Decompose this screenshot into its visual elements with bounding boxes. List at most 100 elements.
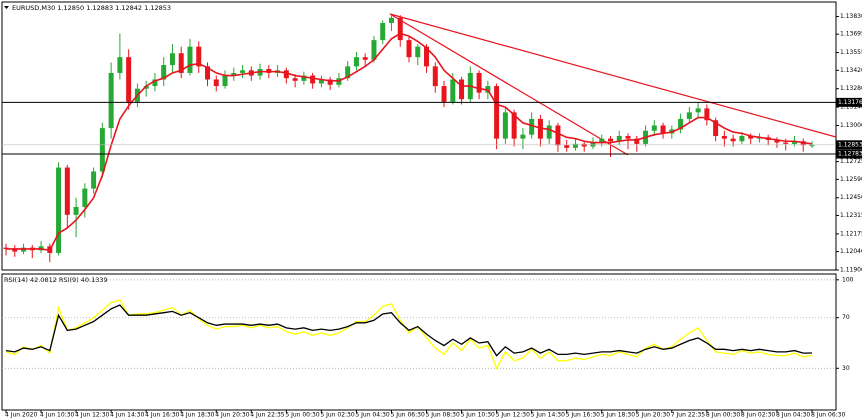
candle-body bbox=[564, 145, 570, 148]
candle-body bbox=[353, 57, 359, 67]
y-tick-label: 1.11900 bbox=[840, 267, 862, 274]
candle-body bbox=[572, 143, 578, 148]
candle-body bbox=[704, 108, 710, 121]
menu-icon bbox=[4, 6, 9, 9]
candle-body bbox=[581, 143, 587, 147]
candle-body bbox=[301, 75, 307, 81]
y-tick-label: 1.13280 bbox=[840, 85, 862, 92]
candle-body bbox=[310, 75, 316, 84]
rsi-line bbox=[5, 304, 813, 357]
candle-body bbox=[555, 125, 561, 146]
x-tick-label: 8 Jun 02:30 bbox=[741, 412, 775, 419]
candle-body bbox=[178, 53, 184, 73]
candle-body bbox=[651, 125, 657, 131]
price-label: 1.13176 bbox=[838, 99, 862, 106]
x-tick-label: 8 Jun 00:30 bbox=[706, 412, 740, 419]
x-tick-label: 5 Jun 02:30 bbox=[320, 412, 354, 419]
candle-body bbox=[126, 57, 132, 102]
candle-body bbox=[546, 125, 552, 139]
moving-average bbox=[6, 32, 813, 252]
price-label-box bbox=[836, 149, 862, 159]
x-tick-label: 4 Jun 20:30 bbox=[215, 412, 249, 419]
candle-body bbox=[161, 65, 167, 80]
x-tick-label: 5 Jun 08:30 bbox=[426, 412, 460, 419]
trendline bbox=[389, 13, 837, 138]
price-panel bbox=[1, 1, 837, 271]
y-tick-label: 30 bbox=[842, 365, 850, 372]
y-tick-label: 1.12450 bbox=[840, 194, 862, 201]
candle-body bbox=[99, 128, 105, 172]
x-tick-label: 4 Jun 16:30 bbox=[145, 412, 179, 419]
y-tick-label: 70 bbox=[842, 314, 850, 321]
candle-body bbox=[415, 46, 421, 58]
candle-body bbox=[371, 40, 377, 60]
y-tick-label: 1.13830 bbox=[840, 13, 862, 20]
x-tick-label: 5 Jun 16:30 bbox=[566, 412, 600, 419]
candle-body bbox=[730, 138, 736, 142]
candle-body bbox=[599, 138, 605, 143]
x-tick-label: 4 Jun 10:30 bbox=[40, 412, 74, 419]
x-tick-label: 8 Jun 06:30 bbox=[811, 412, 845, 419]
x-tick-label: 5 Jun 12:30 bbox=[496, 412, 530, 419]
candle-body bbox=[108, 72, 114, 129]
candle-body bbox=[809, 145, 815, 147]
y-tick-label: 1.13695 bbox=[840, 31, 862, 38]
x-tick-label: 4 Jun 18:30 bbox=[180, 412, 214, 419]
candle-body bbox=[608, 138, 613, 142]
candle-body bbox=[82, 188, 88, 207]
candle-body bbox=[424, 46, 430, 67]
x-tick-label: 4 Jun 14:30 bbox=[110, 412, 144, 419]
trendlines bbox=[389, 13, 837, 156]
y-tick-label: 1.12725 bbox=[840, 158, 862, 165]
x-tick-label: 7 Jun 22:35 bbox=[671, 412, 705, 419]
y-tick-label: 100 bbox=[842, 276, 854, 283]
price-label: 1.12783 bbox=[838, 150, 862, 157]
y-tick-label: 1.12040 bbox=[840, 248, 862, 255]
candle-body bbox=[660, 125, 666, 134]
candle-body bbox=[774, 139, 780, 143]
candle-body bbox=[529, 118, 535, 135]
candle-body bbox=[345, 66, 351, 79]
candle-body bbox=[502, 112, 508, 139]
candle-body bbox=[686, 112, 692, 119]
candle-body bbox=[143, 86, 149, 89]
candle-body bbox=[494, 86, 500, 139]
candle-body bbox=[695, 108, 701, 113]
x-tick-label: 5 Jun 10:30 bbox=[461, 412, 495, 419]
x-tick-label: 5 Jun 14:30 bbox=[531, 412, 565, 419]
candle-body bbox=[318, 79, 324, 84]
x-tick-label: 4 Jun 22:35 bbox=[250, 412, 284, 419]
x-tick-label: 5 Jun 18:30 bbox=[601, 412, 635, 419]
candle-body bbox=[64, 167, 70, 215]
y-tick-label: 1.13140 bbox=[840, 104, 862, 111]
candle-body bbox=[152, 79, 158, 87]
candle-body bbox=[196, 46, 202, 67]
candle-body bbox=[616, 136, 622, 142]
candle-body bbox=[634, 138, 640, 144]
candle-body bbox=[117, 57, 123, 73]
candle-body bbox=[169, 53, 175, 66]
x-tick-label: 5 Jun 20:30 bbox=[636, 412, 670, 419]
candle-body bbox=[397, 17, 403, 41]
x-tick-label: 4 Jun 12:30 bbox=[75, 412, 109, 419]
y-tick-label: 1.13555 bbox=[840, 49, 862, 56]
last-price-label: 1.12853 bbox=[838, 141, 862, 148]
candle-body bbox=[231, 72, 237, 76]
candle-body bbox=[283, 70, 289, 79]
candle-body bbox=[222, 75, 228, 87]
y-tick-label: 1.12315 bbox=[840, 212, 862, 219]
rsi-line bbox=[5, 299, 813, 370]
candle-body bbox=[721, 136, 727, 139]
candle-body bbox=[748, 136, 754, 139]
candle-body bbox=[476, 72, 482, 93]
x-tick-label: 5 Jun 00:30 bbox=[285, 412, 319, 419]
x-tick-label: 5 Jun 06:30 bbox=[390, 412, 424, 419]
candle-body bbox=[459, 79, 465, 100]
candle-body bbox=[791, 141, 797, 144]
last-price-box bbox=[836, 140, 862, 150]
candle-body bbox=[783, 142, 789, 144]
y-tick-label: 1.13420 bbox=[840, 67, 862, 74]
candle-body bbox=[380, 23, 386, 41]
